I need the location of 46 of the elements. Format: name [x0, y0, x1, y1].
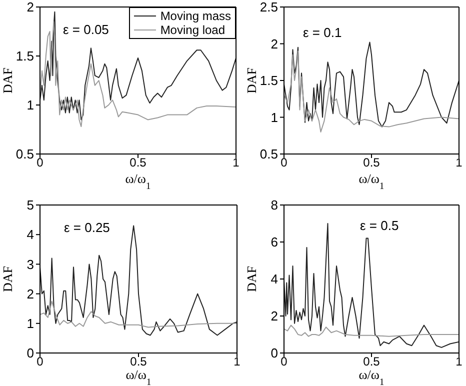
x-tick-label: 0.5 [363, 156, 380, 170]
x-tick-label: 0.5 [363, 354, 380, 369]
x-tick-label: 0.5 [130, 156, 147, 170]
y-tick-label: 2.5 [260, 0, 278, 15]
y-axis-title: DAF [244, 67, 259, 94]
x-axis-title: ω/ω$_{1}$ [358, 367, 384, 386]
x-tick-label: 0.5 [130, 354, 148, 369]
x-tick-label: 0 [280, 156, 288, 170]
annotation: ε = 0.1 [303, 25, 342, 40]
x-axis-title: ω/ω$_{1}$ [358, 171, 384, 192]
line-series [284, 324, 459, 337]
annotation: ε = 0.25 [64, 220, 110, 235]
y-tick-label: 3 [26, 256, 34, 272]
y-axis-title: DAF [0, 67, 15, 94]
y-axis-title: DAF [0, 266, 15, 292]
y-tick-label: 8 [270, 198, 278, 213]
annotation: ε = 0.5 [360, 218, 399, 233]
line-series [284, 50, 459, 132]
x-tick-label: 1 [456, 156, 463, 170]
x-tick-label: 0 [36, 156, 44, 170]
annotation: ε = 0.05 [63, 22, 109, 37]
line-series [284, 42, 459, 128]
y-tick-label: 1 [270, 110, 278, 125]
y-tick-label: 4 [270, 272, 278, 287]
legend-label: Moving load [160, 23, 226, 37]
legend-label: Moving mass [160, 9, 231, 23]
y-tick-label: 5 [26, 198, 34, 213]
y-tick-label: 1.5 [16, 48, 34, 64]
y-tick-label: 2 [270, 36, 278, 52]
x-tick-label: 1 [232, 156, 240, 170]
y-tick-label: 6 [270, 234, 278, 250]
x-tick-label: 1 [456, 354, 463, 369]
x-tick-label: 0 [36, 354, 44, 369]
y-axis-title: DAF [244, 266, 259, 292]
x-tick-label: 0 [280, 354, 288, 369]
y-tick-label: 1 [26, 98, 34, 113]
y-tick-label: 4 [26, 227, 34, 242]
y-tick-label: 2 [270, 308, 278, 324]
y-tick-label: 2 [26, 0, 34, 15]
line-series [40, 300, 237, 328]
y-tick-label: 2 [26, 286, 34, 302]
x-tick-label: 1 [234, 354, 241, 369]
y-tick-label: 1.5 [260, 73, 278, 88]
x-axis-title: ω/ω$_{1}$ [125, 171, 151, 192]
y-tick-label: 1 [26, 316, 34, 332]
x-axis-title: ω/ω$_{1}$ [126, 367, 152, 386]
